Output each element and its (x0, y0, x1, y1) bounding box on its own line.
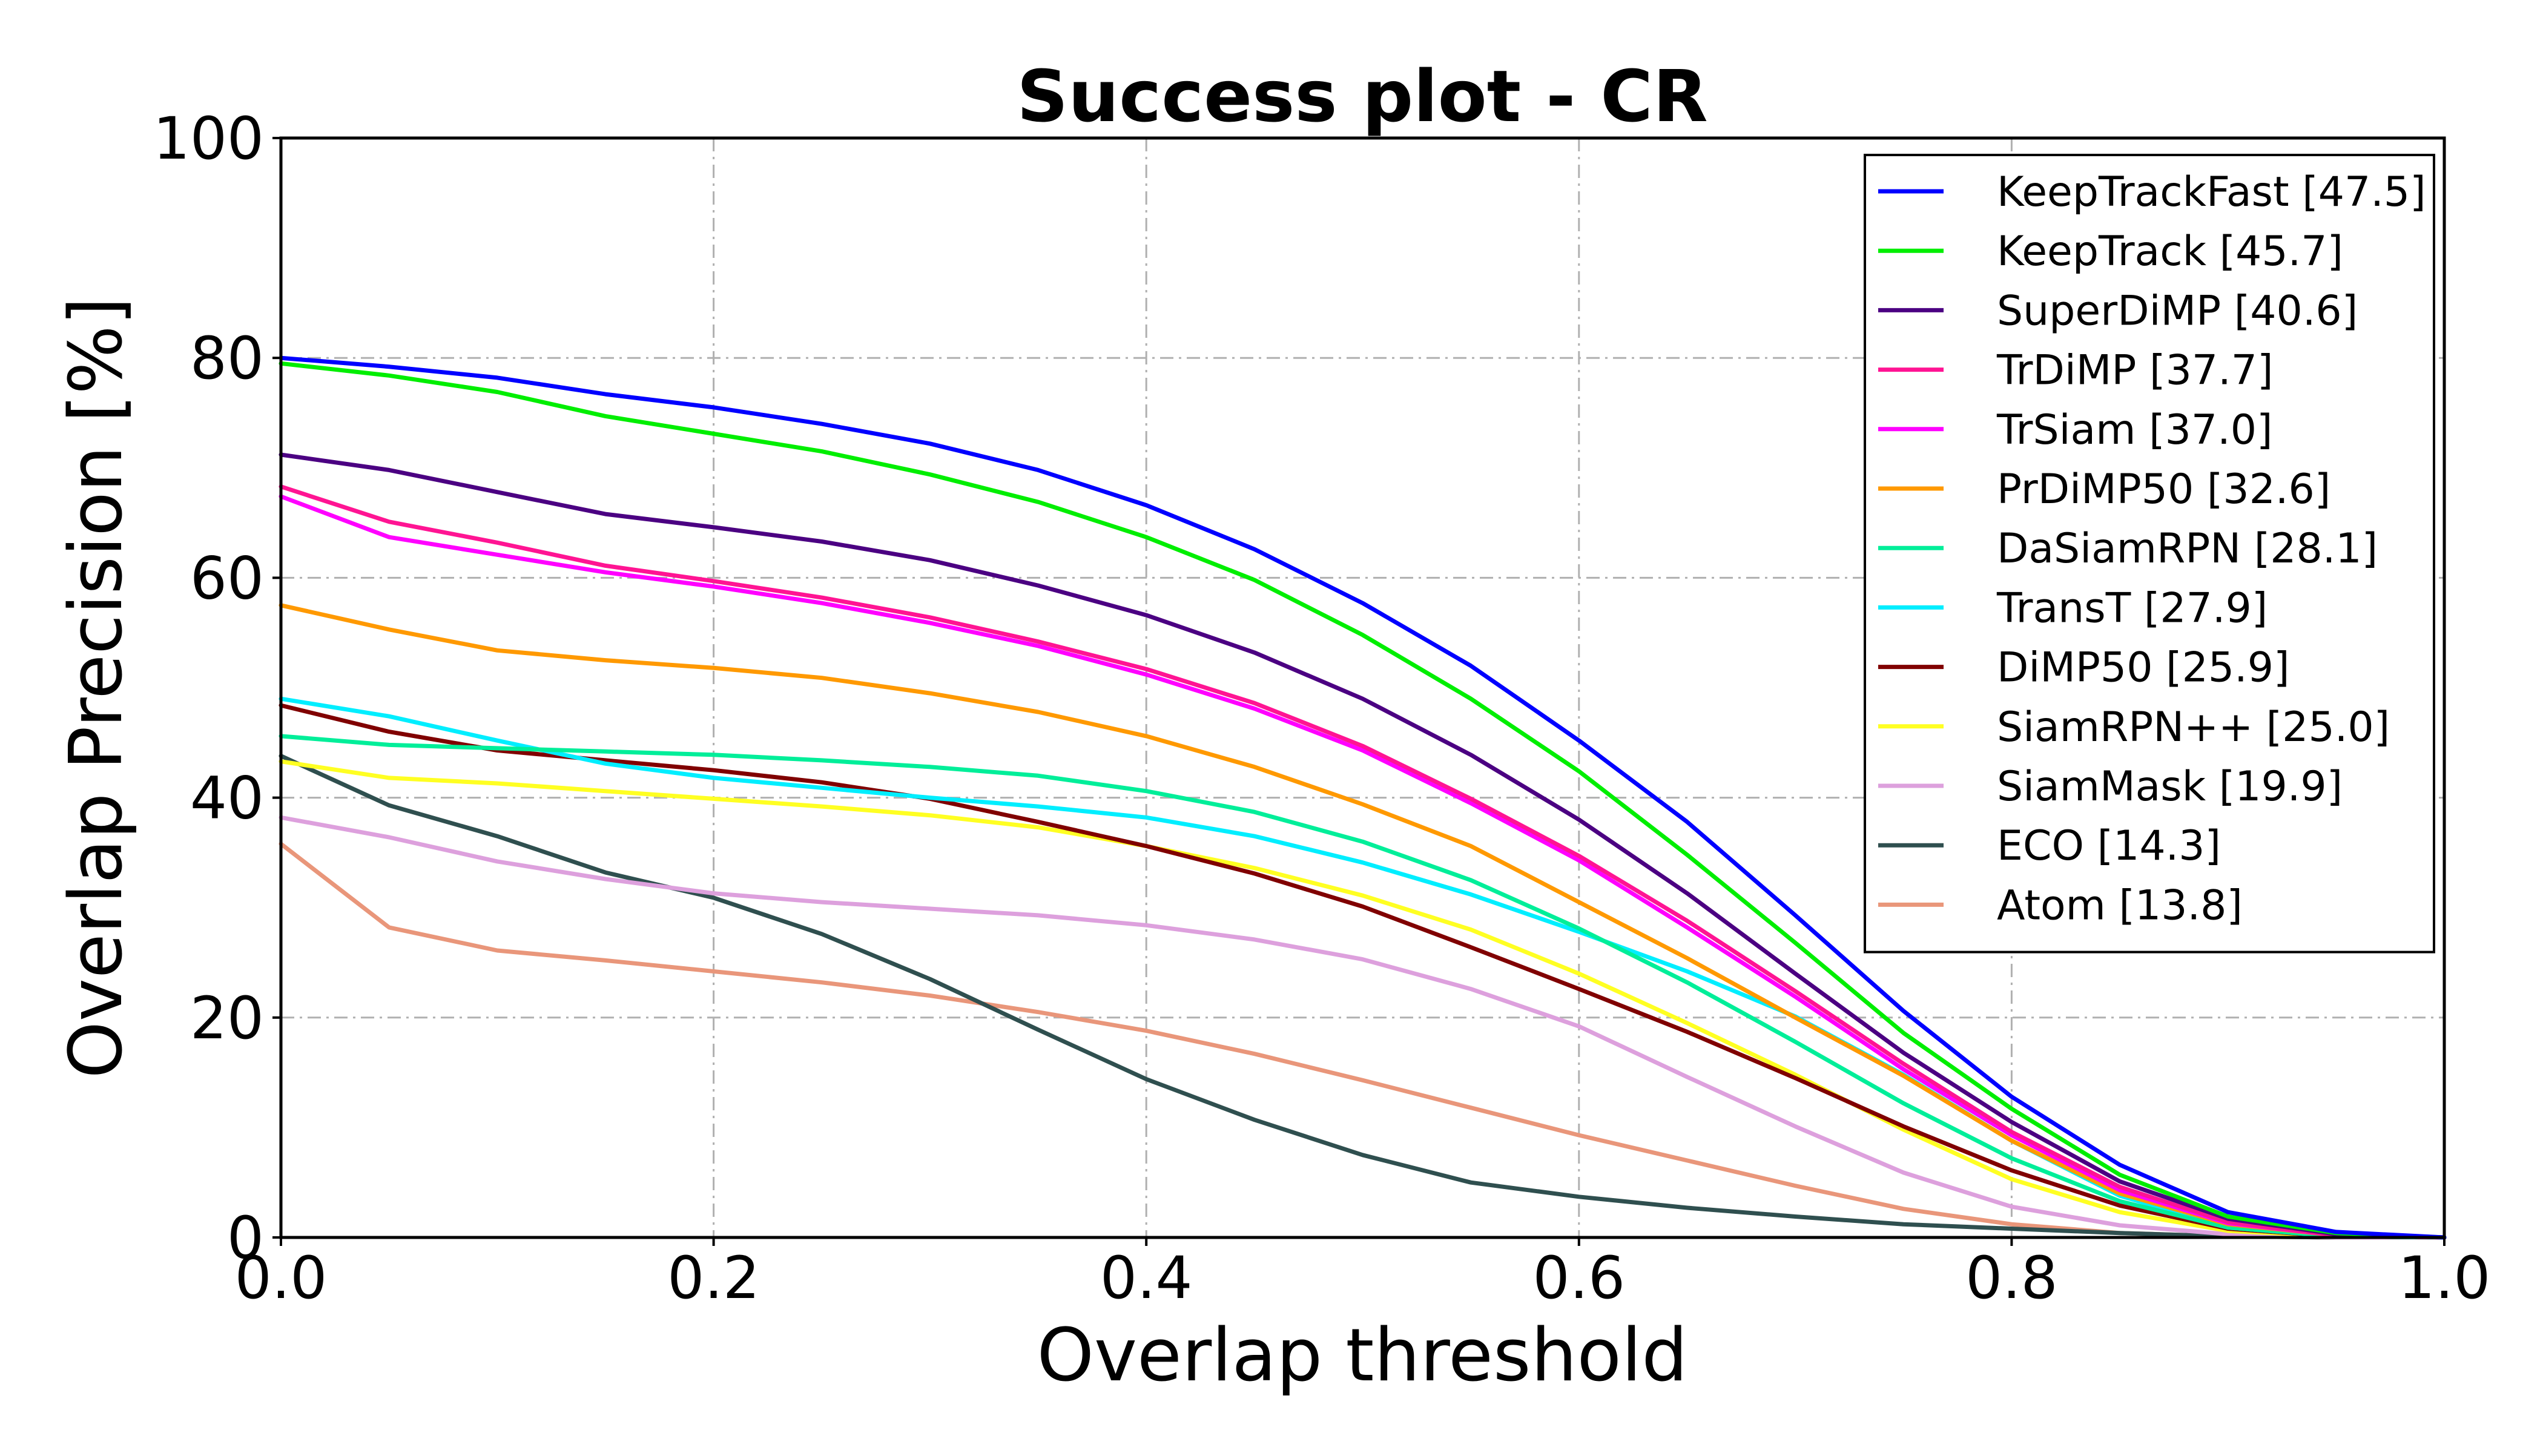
legend-entry-label: ECO [14.3] (1997, 822, 2221, 870)
x-tick-label: 0.2 (667, 1244, 760, 1312)
legend-entry-label: TransT [27.9] (1996, 584, 2268, 632)
y-tick-label: 80 (190, 324, 264, 392)
series-line-keeptrackfast (279, 355, 2447, 1240)
series-layer (279, 355, 2447, 1240)
series-line-trsiam (279, 494, 2447, 1240)
legend-entry-label: Atom [13.8] (1997, 881, 2243, 929)
y-tick-label: 0 (227, 1204, 264, 1272)
y-tick-label: 40 (190, 765, 264, 832)
legend-entry-label: TrDiMP [37.7] (1996, 347, 2274, 395)
series-line-superdimp (279, 452, 2447, 1240)
legend-entry-label: TrSiam [37.0] (1996, 406, 2273, 454)
chart-title: Success plot - CR (1017, 54, 1707, 138)
plot-area-frame (279, 136, 2446, 1239)
legend-entry-label: PrDiMP50 [32.6] (1997, 466, 2330, 513)
x-tick-label: 0.0 (235, 1244, 328, 1312)
legend-entry-label: SiamRPN++ [25.0] (1997, 703, 2390, 751)
series-line-trdimp (279, 484, 2447, 1240)
legend-entry-label: KeepTrackFast [47.5] (1997, 168, 2426, 216)
series-line-dimp50 (279, 703, 2447, 1240)
x-tick-label: 0.4 (1100, 1244, 1193, 1312)
legend-entry-label: DiMP50 [25.9] (1997, 644, 2290, 692)
legend-frame (1864, 154, 2435, 954)
legend: KeepTrackFast [47.5] KeepTrack [45.7] Supe… (1864, 154, 2435, 954)
series-line-siammask (279, 815, 2447, 1240)
legend-entry-label: DaSiamRPN [28.1] (1997, 525, 2378, 573)
x-axis-label: Overlap threshold (1037, 1314, 1688, 1398)
legend-entry-label: KeepTrack [45.7] (1997, 228, 2343, 275)
legend-entry-label: SuperDiMP [40.6] (1997, 287, 2358, 335)
x-tick-label: 0.8 (1965, 1244, 2058, 1312)
series-line-keeptrack (279, 361, 2447, 1240)
y-tick-label: 20 (190, 984, 264, 1052)
x-tick-label: 1.0 (2398, 1244, 2491, 1312)
series-line-siamrpn- (279, 759, 2447, 1240)
y-tick-label: 100 (153, 105, 264, 173)
y-tick-label: 60 (190, 544, 264, 612)
series-line-eco (279, 754, 2447, 1240)
x-tick-label: 0.6 (1532, 1244, 1625, 1312)
y-axis-label: Overlap Precision [%] (54, 297, 139, 1078)
legend-entry-label: SiamMask [19.9] (1997, 763, 2343, 811)
tick-layer: 0.0 0.2 0.4 0.6 0.8 1.0 0 20 40 60 80 100 (153, 105, 2491, 1312)
series-line-prdimp50 (279, 603, 2447, 1240)
series-line-dasiamrpn (279, 734, 2447, 1240)
